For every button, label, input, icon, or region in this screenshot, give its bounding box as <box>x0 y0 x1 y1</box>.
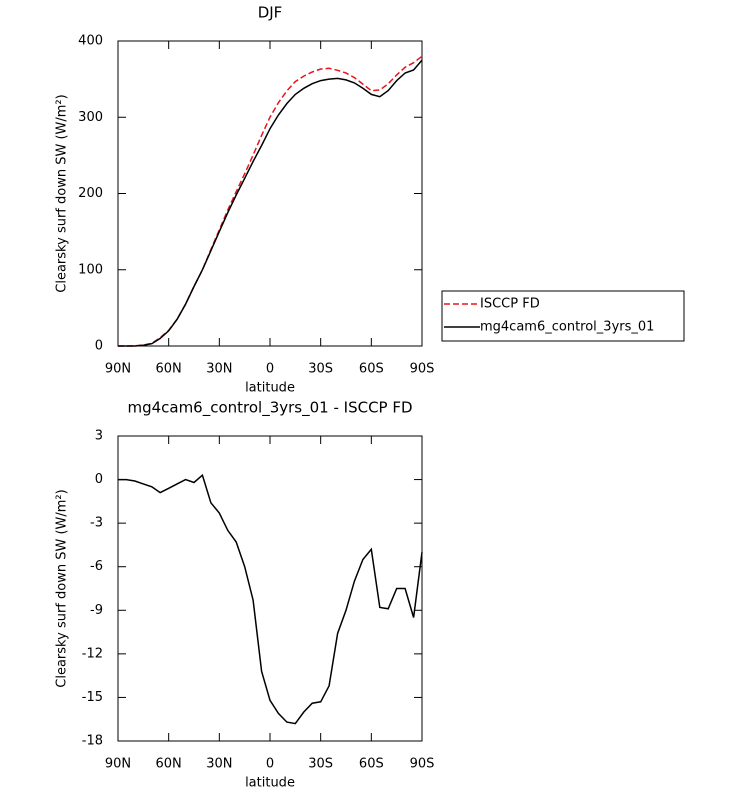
x-tick-label: 60S <box>359 757 384 772</box>
x-axis-label: latitude <box>245 381 295 396</box>
y-tick-label: -12 <box>82 646 103 661</box>
chart-title: mg4cam6_control_3yrs_01 - ISCCP FD <box>127 399 412 418</box>
chart: mg4cam6_control_3yrs_01 - ISCCP FD latitu… <box>55 399 435 791</box>
y-tick-label: 100 <box>78 262 103 277</box>
y-axis-label: Clearsky surf down SW (W/m²) <box>55 94 70 292</box>
x-tick-label: 90S <box>410 362 435 377</box>
x-tick-label: 60S <box>359 362 384 377</box>
x-tick-label: 30N <box>206 757 232 772</box>
y-tick-label: -6 <box>90 559 103 574</box>
x-tick-label: 30S <box>308 362 333 377</box>
y-tick-label: 200 <box>78 186 103 201</box>
x-tick-label: 30S <box>308 757 333 772</box>
y-tick-label: 300 <box>78 110 103 125</box>
y-tick-label: -9 <box>90 603 103 618</box>
legend-box <box>441 290 685 342</box>
y-tick-label: 3 <box>95 429 103 444</box>
x-tick-label: 90N <box>105 362 131 377</box>
y-tick-label: 400 <box>78 34 103 49</box>
plot-frame <box>117 40 423 347</box>
x-tick-label: 60N <box>156 757 182 772</box>
x-tick-label: 0 <box>266 362 274 377</box>
x-tick-label: 90S <box>410 757 435 772</box>
y-axis-label: Clearsky surf down SW (W/m²) <box>55 489 70 687</box>
x-tick-label: 90N <box>105 757 131 772</box>
chart-title: DJF <box>258 4 283 22</box>
x-tick-label: 0 <box>266 757 274 772</box>
y-tick-label: -18 <box>82 734 103 749</box>
y-tick-label: -3 <box>90 516 103 531</box>
x-tick-label: 60N <box>156 362 182 377</box>
series-line <box>118 473 423 725</box>
chart: DJF latitude Clearsky surf down SW (W/m²) 0… <box>55 4 685 396</box>
legend-label: ISCCP FD <box>480 297 540 312</box>
legend-label: mg4cam6_control_3yrs_01 <box>480 320 654 335</box>
x-tick-label: 30N <box>206 362 232 377</box>
series-line <box>118 59 423 347</box>
y-tick-label: 0 <box>95 339 103 354</box>
y-tick-label: 0 <box>95 472 103 487</box>
series-line <box>118 55 423 347</box>
x-axis-label: latitude <box>245 776 295 791</box>
y-tick-label: -15 <box>82 690 103 705</box>
